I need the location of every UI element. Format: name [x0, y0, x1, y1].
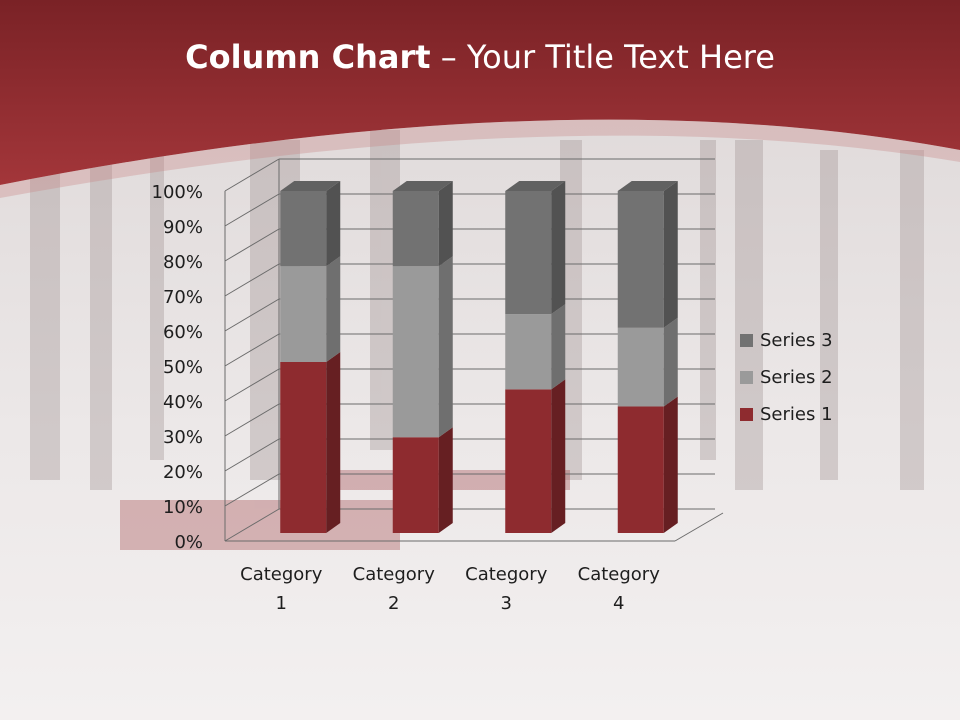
bar-top — [617, 181, 678, 191]
bar-segment-2 — [392, 256, 453, 438]
gridline-depth — [224, 438, 280, 472]
header-highlight — [0, 119, 960, 198]
bar-segment-1 — [505, 379, 566, 533]
gridline-depth — [224, 368, 280, 402]
title-separator: – — [440, 38, 457, 76]
y-tick-label: 60% — [163, 322, 203, 343]
background-trees — [30, 130, 924, 490]
legend-item: Series 3 — [740, 330, 833, 351]
bar-segment-1 — [392, 427, 453, 533]
x-tick-label: Category 3 — [465, 564, 548, 614]
legend-swatch — [740, 371, 753, 384]
bar-segment-2 — [505, 304, 566, 390]
legend-swatch — [740, 334, 753, 347]
y-axis-ticks: 0% 10% 20% 30% 40% 50% 60% 70% 80% 90% 100% — [152, 182, 203, 553]
y-tick-label: 20% — [163, 462, 203, 483]
chart-axes — [224, 159, 724, 542]
legend-label: Series 2 — [760, 367, 833, 388]
y-tick-label: 10% — [163, 497, 203, 518]
gridline-depth — [224, 333, 280, 367]
floor-edge — [674, 512, 724, 542]
gridline-depth — [224, 263, 280, 297]
x-tick-label: Category 4 — [578, 564, 661, 614]
legend-label: Series 3 — [760, 330, 833, 351]
bar-segment-1 — [280, 352, 341, 533]
gridline-depth — [224, 508, 280, 542]
y-tick-label: 70% — [163, 287, 203, 308]
x-tick-label: Category 1 — [240, 564, 323, 614]
gridline-depth — [224, 473, 280, 507]
title-text: Your Title Text Here — [466, 38, 775, 76]
legend-item: Series 2 — [740, 367, 833, 388]
slide-title: Column Chart – Your Title Text Here — [0, 38, 960, 76]
gridline-depth — [224, 403, 280, 437]
bar-top — [280, 181, 341, 191]
bar-top — [392, 181, 453, 191]
gridline-depth — [224, 193, 280, 227]
bar-segment-3 — [505, 181, 566, 315]
bar-segment-2 — [617, 317, 678, 407]
bar-segment-3 — [280, 181, 341, 267]
bar-segment-3 — [617, 181, 678, 328]
y-tick-label: 0% — [174, 532, 203, 553]
y-tick-label: 50% — [163, 357, 203, 378]
y-tick-label: 100% — [152, 182, 203, 203]
x-axis-labels: Category 1 Category 2 Category 3 Category 4 — [240, 564, 660, 614]
bar-segment-3 — [392, 181, 453, 267]
header-band — [0, 0, 960, 185]
bar-segment-2 — [280, 256, 341, 362]
y-tick-label: 90% — [163, 217, 203, 238]
legend-label: Series 1 — [760, 404, 833, 425]
x-tick-label: Category 2 — [353, 564, 436, 614]
y-tick-label: 30% — [163, 427, 203, 448]
y-tick-label: 40% — [163, 392, 203, 413]
legend-swatch — [740, 408, 753, 421]
gridline-depth — [224, 298, 280, 332]
bar-segment-1 — [617, 396, 678, 533]
gridline-depth — [224, 228, 280, 262]
chart-bars — [280, 181, 678, 533]
gridline-depth — [224, 158, 280, 192]
y-tick-label: 80% — [163, 252, 203, 273]
title-bold: Column Chart — [185, 38, 431, 76]
bar-top — [505, 181, 566, 191]
legend-item: Series 1 — [740, 404, 833, 425]
chart-legend: Series 3 Series 2 Series 1 — [740, 330, 833, 425]
